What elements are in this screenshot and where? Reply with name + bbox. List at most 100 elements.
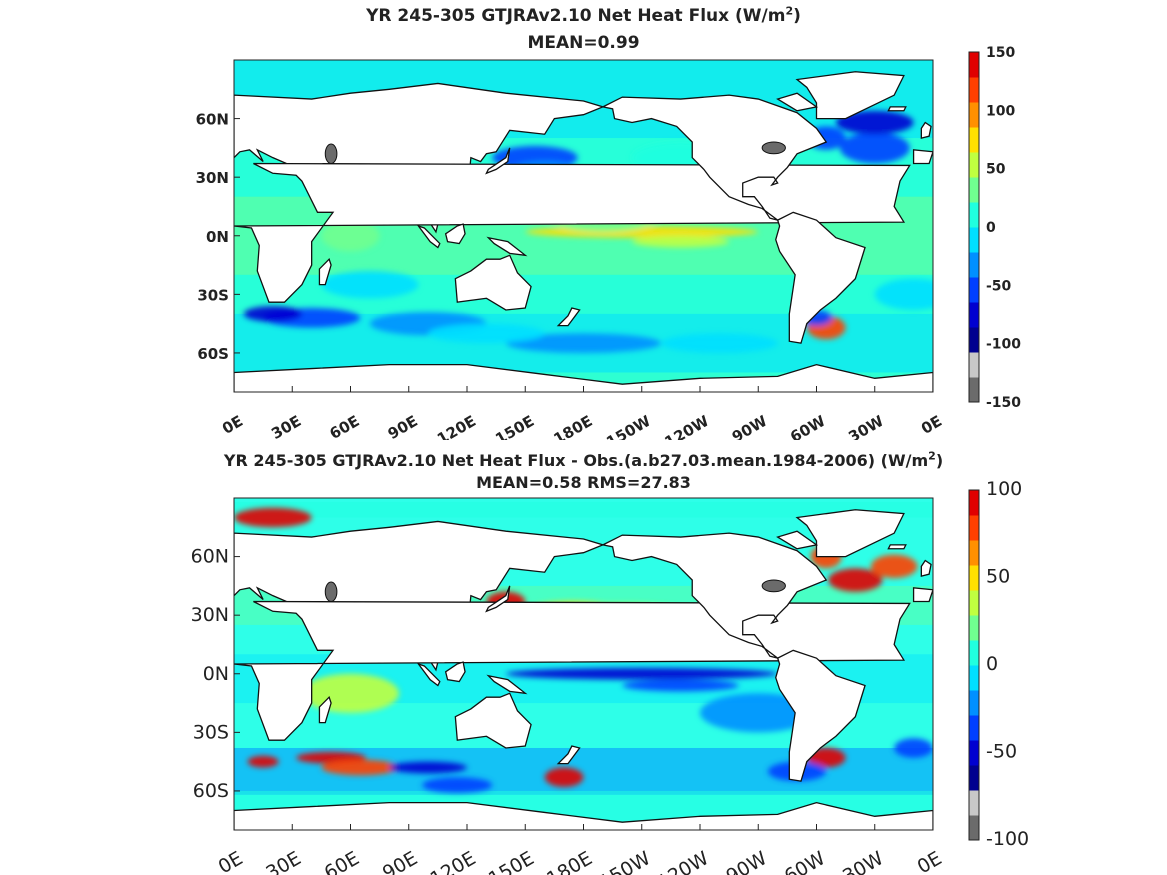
colorbar-segment <box>969 152 979 178</box>
anomaly-patch <box>428 323 545 344</box>
colorbar-segment <box>969 765 979 791</box>
anomaly-patch <box>422 777 493 793</box>
anomaly-patch <box>247 755 279 768</box>
y-tick-label: 60S <box>193 780 229 802</box>
y-tick-label: 60N <box>196 111 229 129</box>
inland-sea <box>761 141 786 155</box>
colorbar-frame <box>968 489 980 841</box>
anomaly-patches <box>243 110 933 353</box>
colorbar-segment <box>969 615 979 641</box>
continent-japan <box>485 147 511 175</box>
x-tick-label: 30W <box>839 847 887 875</box>
colorbar-tick-label: -50 <box>986 278 1012 294</box>
colorbar-segment <box>969 52 979 78</box>
continent-madagascar <box>318 695 332 724</box>
anomaly-patch <box>234 507 312 528</box>
colorbar-segment <box>969 740 979 766</box>
colorbar-segment <box>969 590 979 616</box>
colorbar-segment <box>969 565 979 591</box>
x-tick-label: 90E <box>379 847 421 875</box>
continent-uk <box>920 559 932 577</box>
colorbar-segment <box>969 277 979 303</box>
continent-greenland <box>795 509 905 558</box>
colorbar-segment <box>969 640 979 666</box>
y-tick-label: 30N <box>196 169 229 187</box>
colorbar-frame <box>968 51 980 403</box>
y-tick-label: 0N <box>206 228 229 246</box>
continent-borneo <box>444 661 466 683</box>
colorbar-segment <box>969 252 979 278</box>
anomaly-patch <box>301 673 400 713</box>
chart-subtitle: MEAN=0.99 <box>527 33 640 53</box>
continent-north-america <box>600 94 828 221</box>
x-tick-label: 0E <box>918 412 945 438</box>
land <box>234 71 933 392</box>
inland-sea <box>324 143 338 165</box>
continent-iberia <box>912 587 933 603</box>
x-tick-label: 120E <box>427 847 480 875</box>
heatmap-bottom: 60N 30N 0N 30S 60S 0E 30E 60E 90E 120E 150E 180E 150… <box>191 478 1030 875</box>
x-tick-label: 30E <box>262 847 304 875</box>
continent-borneo <box>444 223 466 245</box>
colorbar-segment <box>969 177 979 203</box>
colorbar-segment <box>969 540 979 566</box>
x-tick-label: 60E <box>321 847 363 875</box>
continent-antarctica <box>234 801 933 830</box>
anomaly-patch <box>806 747 846 768</box>
panel-bottom: YR 245-305 GTJRAv2.10 Net Heat Flux - Ob… <box>0 440 1167 875</box>
x-tick-label: 120E <box>434 412 479 440</box>
continent-baffin <box>776 92 819 112</box>
colorbar-tick-label: -150 <box>986 395 1021 411</box>
y-tick-label: 30N <box>191 604 229 626</box>
x-tick-label: 60E <box>327 412 363 440</box>
colorbar-segment <box>969 690 979 716</box>
anomaly-patch <box>321 270 419 299</box>
chart-title: YR 245-305 GTJRAv2.10 Net Heat Flux - Ob… <box>223 449 944 470</box>
anomaly-patch <box>839 132 910 164</box>
x-tick-label: 150E <box>485 847 538 875</box>
continent-uk <box>920 121 932 139</box>
colorbar-tick-label: 100 <box>986 478 1022 500</box>
x-tick-label: 30E <box>268 412 304 440</box>
continent-south-america <box>775 649 866 782</box>
x-tick-label: 120W <box>654 847 713 875</box>
anomaly-patch <box>870 554 918 579</box>
colorbar-segment <box>969 127 979 153</box>
colorbar: 150 100 50 0 -50 -100 -150 <box>968 45 1021 411</box>
colorbar-segment <box>969 665 979 691</box>
anomaly-patch <box>835 110 914 135</box>
colorbar-tick-label: 0 <box>986 653 998 675</box>
colorbar-tick-label: 150 <box>986 45 1015 61</box>
y-tick-label: 30S <box>197 286 229 304</box>
anomaly-patch <box>389 761 467 774</box>
continent-australia <box>454 254 532 311</box>
y-tick-label: 60S <box>197 345 229 363</box>
colorbar-segment <box>969 377 979 403</box>
colorbar-segment <box>969 302 979 328</box>
anomaly-patch <box>894 738 933 758</box>
continent-iceland <box>887 106 907 112</box>
anomaly-patch <box>321 759 400 776</box>
land <box>234 509 933 830</box>
map-area <box>234 498 933 830</box>
inland-sea <box>324 581 338 603</box>
colorbar-tick-label: 0 <box>986 220 996 236</box>
anomaly-patch <box>544 767 584 788</box>
colorbar-segment <box>969 490 979 516</box>
colorbar-tick-label: -100 <box>986 337 1021 353</box>
anomaly-patch <box>622 679 739 692</box>
continent-greenland <box>795 71 905 120</box>
colorbar-tick-label: 100 <box>986 103 1015 119</box>
x-tick-label: 180E <box>543 847 596 875</box>
continent-nz <box>556 745 581 765</box>
anomaly-patch <box>321 220 380 252</box>
continent-iberia <box>912 149 933 165</box>
continent-baffin <box>776 530 819 550</box>
anomaly-patch <box>661 333 778 353</box>
colorbar-segment <box>969 790 979 816</box>
chart-subtitle: MEAN=0.58 RMS=27.83 <box>476 473 691 492</box>
continent-iceland <box>887 544 907 550</box>
x-tick-label: 90W <box>723 847 771 875</box>
continent-new-guinea <box>486 674 528 695</box>
colorbar-segment <box>969 715 979 741</box>
